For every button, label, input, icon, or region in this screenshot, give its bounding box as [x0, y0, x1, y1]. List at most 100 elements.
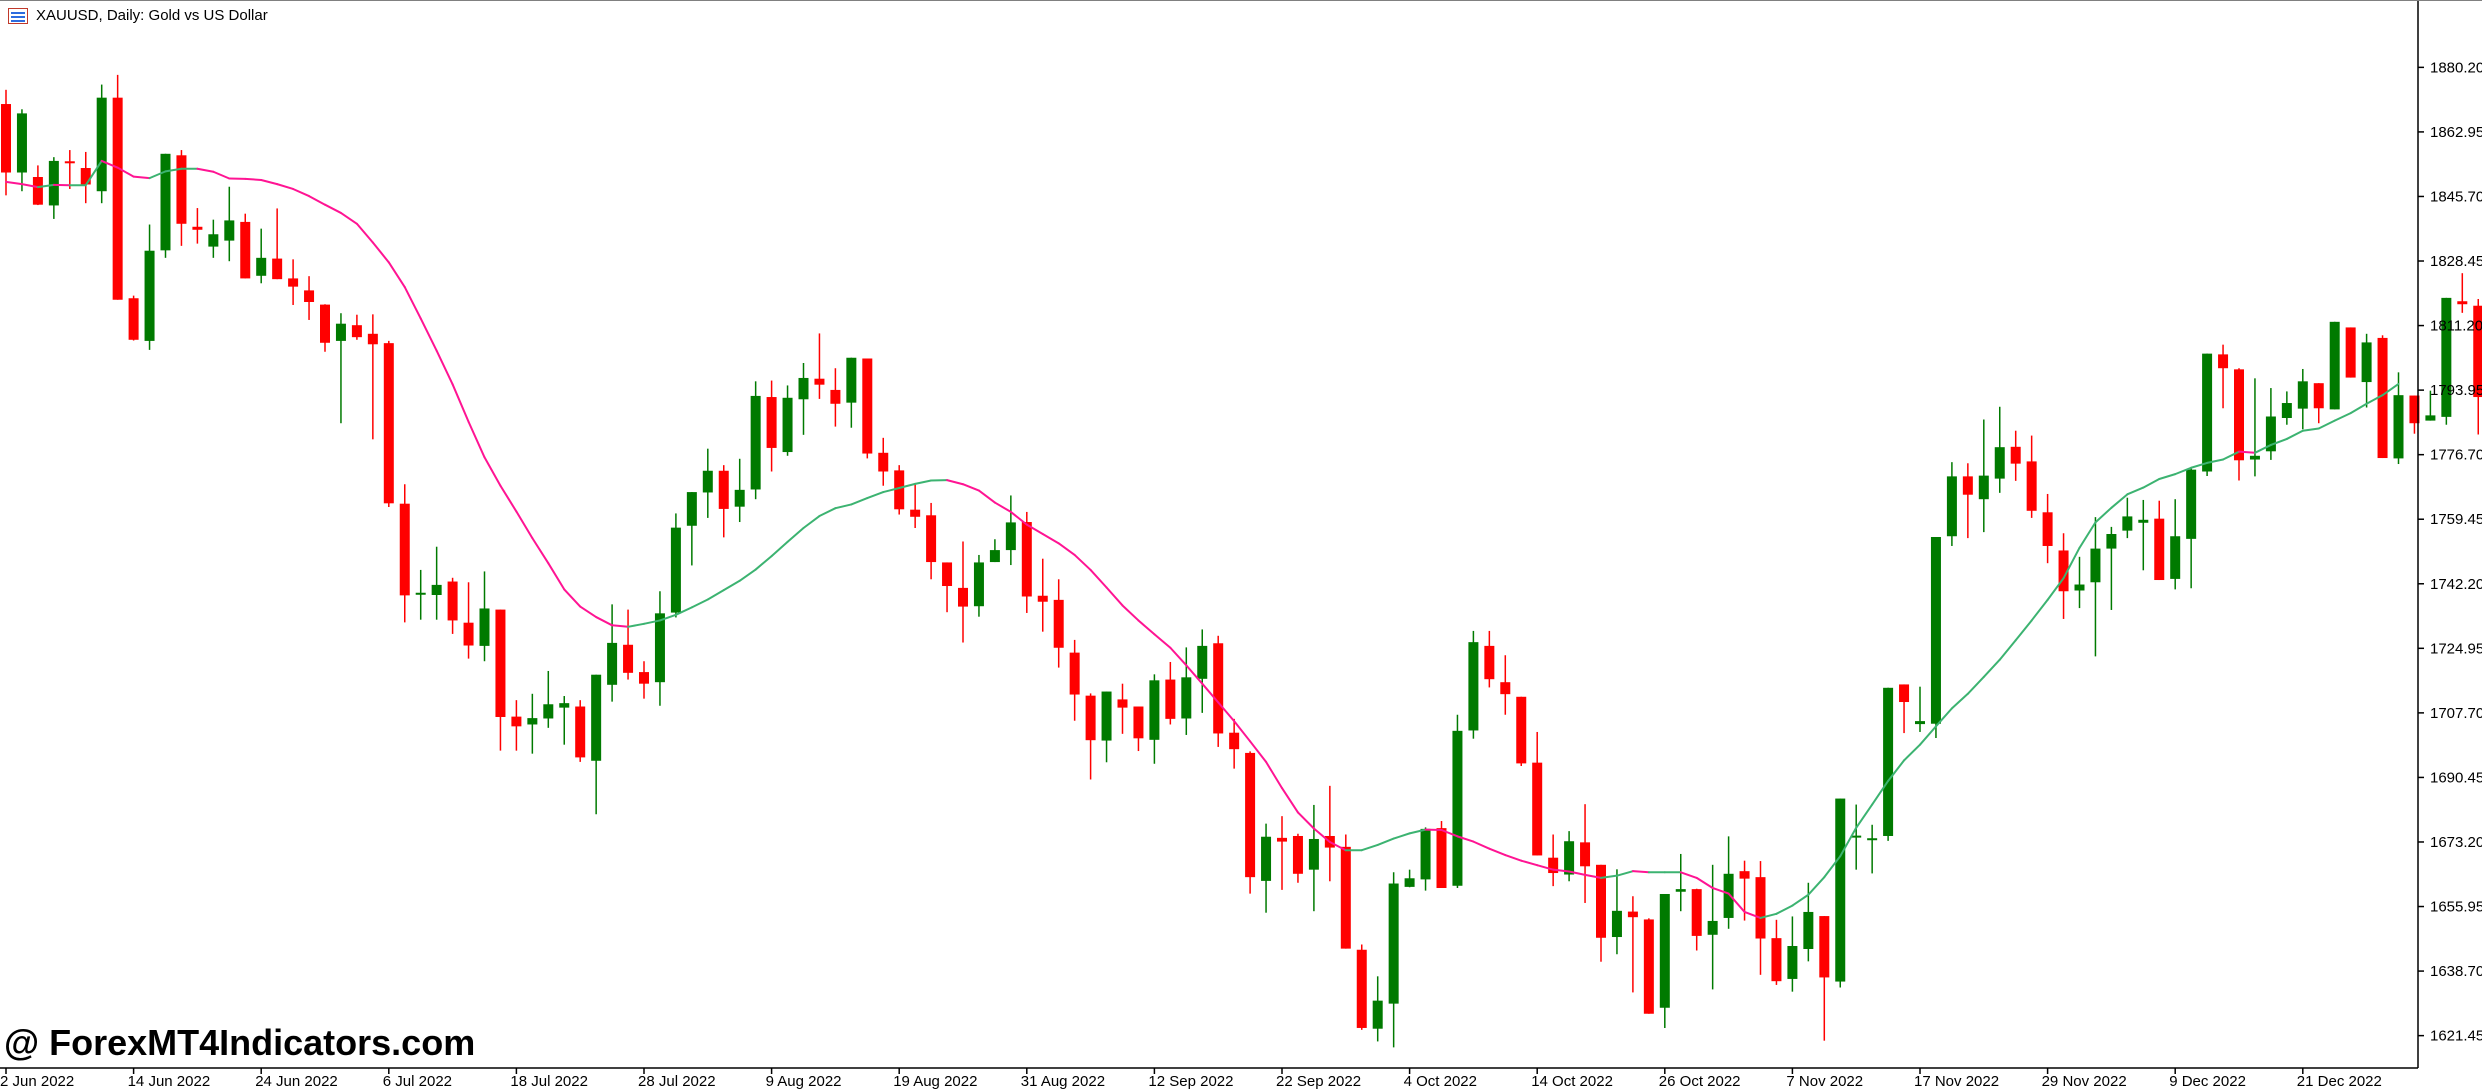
candle [2026, 435, 2037, 518]
candle-body [304, 290, 315, 302]
candle [894, 465, 905, 515]
ma-segment [1089, 568, 1108, 589]
candle-body [639, 672, 649, 684]
ma-segment [531, 537, 550, 565]
candle-body [176, 155, 187, 224]
ma-segment [2126, 486, 2145, 496]
candle-body [1069, 652, 1080, 695]
candle-body [399, 503, 410, 596]
ma-segment [1456, 835, 1475, 843]
candle-body [766, 397, 777, 448]
chart-title-bar: XAUUSD, Daily: Gold vs US Dollar [8, 7, 268, 24]
candle-body [1723, 873, 1734, 918]
candle [176, 150, 187, 246]
y-tick-label: 1759.45 [2430, 511, 2482, 528]
ma-segment [1807, 876, 1826, 896]
candle-body [814, 378, 825, 385]
candle-body [686, 492, 697, 526]
ma-segment [690, 598, 709, 609]
ma-segment [706, 589, 725, 601]
ma-segment [308, 195, 326, 206]
candle [399, 484, 410, 623]
candle-body [511, 716, 522, 727]
candle-body [1037, 595, 1048, 602]
candle [351, 314, 362, 340]
candle [1213, 635, 1224, 747]
ma-segment [754, 555, 773, 571]
candle [1261, 823, 1272, 913]
candle [543, 670, 554, 728]
candle [1643, 918, 1654, 1014]
candle-body [128, 298, 139, 340]
ma-segment [1073, 553, 1092, 571]
y-tick-label: 1621.45 [2430, 1028, 2482, 1045]
ma-segment [882, 486, 901, 494]
candle-body [1915, 721, 1925, 725]
candle-body [1643, 919, 1654, 1014]
ma-segment [627, 622, 645, 628]
candle [1101, 691, 1112, 763]
candle-body [463, 622, 474, 646]
ma-segment [1025, 523, 1044, 535]
candle [240, 213, 251, 279]
ma-segment [2269, 437, 2288, 446]
ma-segment [100, 159, 119, 169]
ma-segment [850, 497, 869, 506]
candle-body [1292, 835, 1303, 874]
ma-segment [5, 180, 23, 186]
watermark-text: @ ForexMT4Indicators.com [4, 1022, 476, 1063]
candle [1053, 579, 1064, 668]
candle-body [527, 718, 538, 725]
ma-segment [2094, 506, 2113, 524]
candle-body [32, 177, 43, 205]
ma-segment [84, 159, 103, 187]
x-tick-label: 4 Oct 2022 [1404, 1073, 1477, 1089]
candle [1005, 495, 1016, 566]
candle [1500, 655, 1511, 715]
candle-body [144, 250, 155, 341]
candle-body [1691, 889, 1702, 936]
candle [1707, 864, 1718, 990]
candle-body [2249, 455, 2260, 460]
x-tick-label: 6 Jul 2022 [383, 1073, 452, 1089]
y-tick-label: 1776.70 [2430, 447, 2482, 464]
candle [1085, 693, 1096, 780]
candle [766, 380, 777, 472]
candle [702, 448, 713, 518]
candle [447, 577, 458, 634]
ma-segment [2190, 461, 2209, 469]
candle-body [1500, 682, 1511, 695]
candle [1867, 824, 1878, 874]
candle [1994, 406, 2005, 493]
candle [591, 674, 602, 815]
candle-body [1899, 684, 1910, 703]
candle-body [2457, 301, 2468, 305]
ma-segment [914, 479, 933, 485]
candle-body [734, 489, 745, 507]
ma-segment [1600, 874, 1618, 879]
ma-segment [1903, 743, 1921, 762]
candle [1548, 834, 1559, 887]
ma-segment [1137, 619, 1156, 636]
candle-body [942, 562, 953, 587]
candle [1723, 836, 1734, 929]
candle [527, 693, 538, 754]
candle [798, 362, 809, 435]
candle-body [1197, 645, 1208, 679]
ma-segment [2317, 419, 2336, 430]
ma-segment [1887, 759, 1906, 782]
candle [96, 84, 107, 204]
candle [670, 513, 681, 618]
candle-body [623, 644, 634, 673]
candle-body [2297, 381, 2308, 409]
candle-body [2313, 383, 2324, 409]
ma-segment [1265, 760, 1283, 790]
candle [1516, 696, 1527, 767]
ma-segment [1296, 811, 1315, 830]
candle [830, 368, 841, 427]
ma-segment [1041, 533, 1060, 545]
ma-segment [962, 483, 980, 492]
candle [1229, 718, 1240, 769]
candle-body [1548, 857, 1559, 874]
